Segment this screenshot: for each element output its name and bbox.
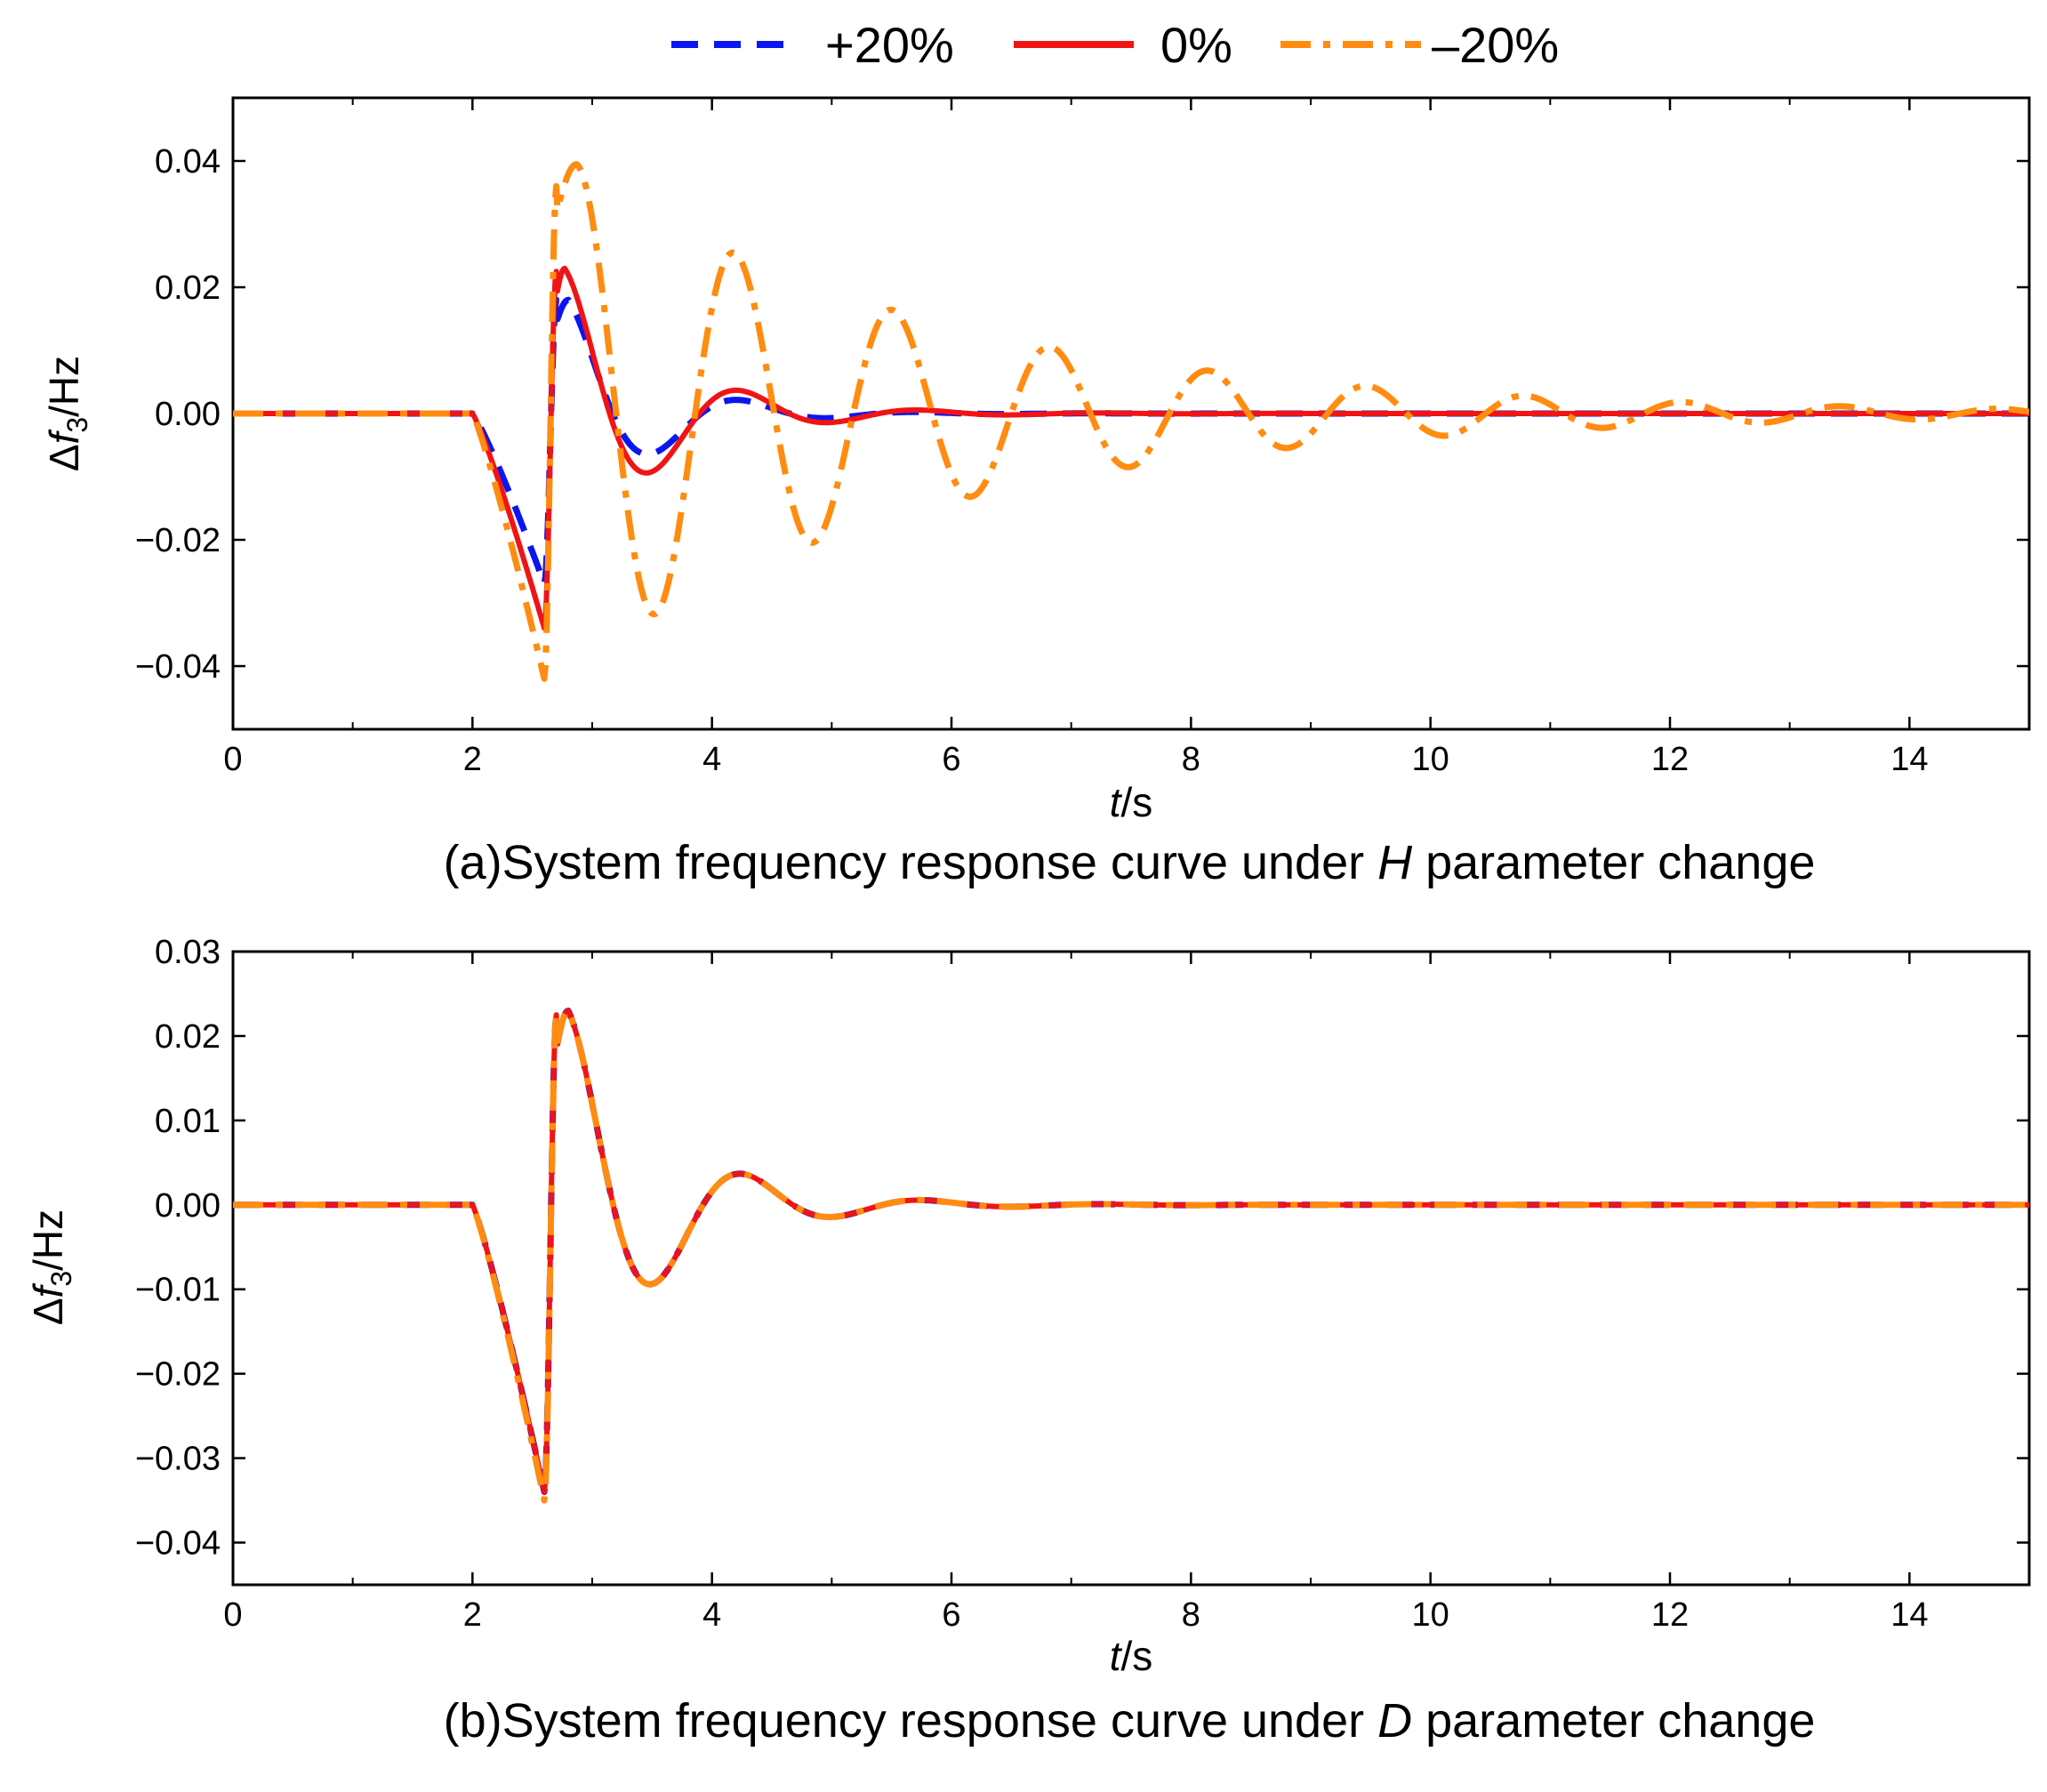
y-tick-label: −0.03	[135, 1441, 221, 1478]
y-axis-label-a: Δf3/Hz	[41, 356, 93, 471]
x-tick-label: 0	[223, 741, 242, 778]
y-tick-label: −0.02	[135, 1356, 221, 1394]
x-axis-label-b: t/s	[1110, 1633, 1153, 1679]
x-tick-label: 2	[463, 1596, 482, 1634]
x-tick-label: 6	[942, 741, 960, 778]
caption-a: (a)System frequency response curve under…	[444, 836, 1816, 889]
x-tick-label: 8	[1182, 741, 1200, 778]
y-tick-label: −0.01	[135, 1272, 221, 1309]
y-tick-label: −0.02	[135, 522, 221, 559]
chart-panel-b: 0 2 4 6 8 10 12 14 −0.04 −0.03 −0.02 −0.01 0.00 0.01…	[25, 934, 2031, 1748]
legend-item-minus20: –20%	[1280, 17, 1559, 73]
y-tick-label: 0.00	[155, 1187, 221, 1225]
series-line-minus20	[233, 1008, 2029, 1504]
chart-panel-a: 0 2 4 6 8 10 12 14 −0.04 −0.02 0.00 0.02 0.04 t/s Δ…	[41, 96, 2031, 889]
x-tick-label: 12	[1651, 741, 1689, 778]
y-tick-label: 0.00	[155, 396, 221, 433]
y-axis-label-b: Δf3/Hz	[25, 1209, 77, 1325]
y-ticks-a: −0.04 −0.02 0.00 0.02 0.04	[135, 143, 2029, 686]
x-ticks-a: 0 2 4 6 8 10 12 14	[223, 98, 1928, 778]
series-line-minus20	[233, 161, 2029, 682]
x-tick-label: 10	[1412, 741, 1449, 778]
x-tick-label: 8	[1182, 1596, 1200, 1634]
y-ticks-b: −0.04 −0.03 −0.02 −0.01 0.00 0.01 0.02 0.03	[135, 934, 2029, 1563]
y-tick-label: −0.04	[135, 648, 221, 686]
x-tick-label: 12	[1651, 1596, 1689, 1634]
x-axis-label-a: t/s	[1110, 779, 1153, 825]
y-tick-label: 0.03	[155, 934, 221, 971]
y-tick-label: 0.01	[155, 1103, 221, 1140]
y-tick-label: 0.04	[155, 143, 221, 181]
series-group-b	[233, 1008, 2029, 1504]
plot-frame-b	[231, 950, 2031, 1587]
x-tick-label: 14	[1890, 1596, 1928, 1634]
legend-label-minus20: –20%	[1432, 17, 1559, 73]
x-tick-label: 14	[1890, 741, 1928, 778]
x-tick-label: 6	[942, 1596, 960, 1634]
x-tick-label: 4	[702, 1596, 721, 1634]
x-tick-label: 0	[223, 1596, 242, 1634]
y-tick-label: 0.02	[155, 269, 221, 307]
legend: +20% 0% –20%	[671, 17, 1559, 73]
x-ticks-b: 0 2 4 6 8 10 12 14	[223, 952, 1928, 1634]
legend-label-plus20: +20%	[825, 17, 954, 73]
series-group-a	[233, 161, 2029, 682]
x-tick-label: 10	[1412, 1596, 1449, 1634]
legend-item-zero: 0%	[1014, 17, 1232, 73]
caption-b: (b)System frequency response curve under…	[444, 1694, 1816, 1748]
x-tick-label: 4	[702, 741, 721, 778]
y-tick-label: −0.04	[135, 1525, 221, 1563]
legend-item-plus20: +20%	[671, 17, 954, 73]
legend-label-zero: 0%	[1160, 17, 1232, 73]
y-tick-label: 0.02	[155, 1018, 221, 1056]
x-tick-label: 2	[463, 741, 482, 778]
